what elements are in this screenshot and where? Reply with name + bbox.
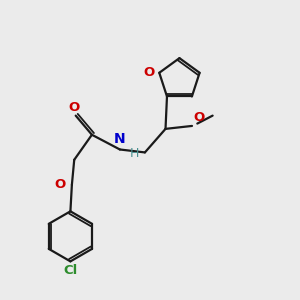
Text: Cl: Cl <box>63 264 77 277</box>
Text: N: N <box>114 132 126 146</box>
Text: O: O <box>69 101 80 114</box>
Text: O: O <box>55 178 66 191</box>
Text: O: O <box>144 66 155 79</box>
Text: O: O <box>194 112 205 124</box>
Text: H: H <box>130 147 140 161</box>
